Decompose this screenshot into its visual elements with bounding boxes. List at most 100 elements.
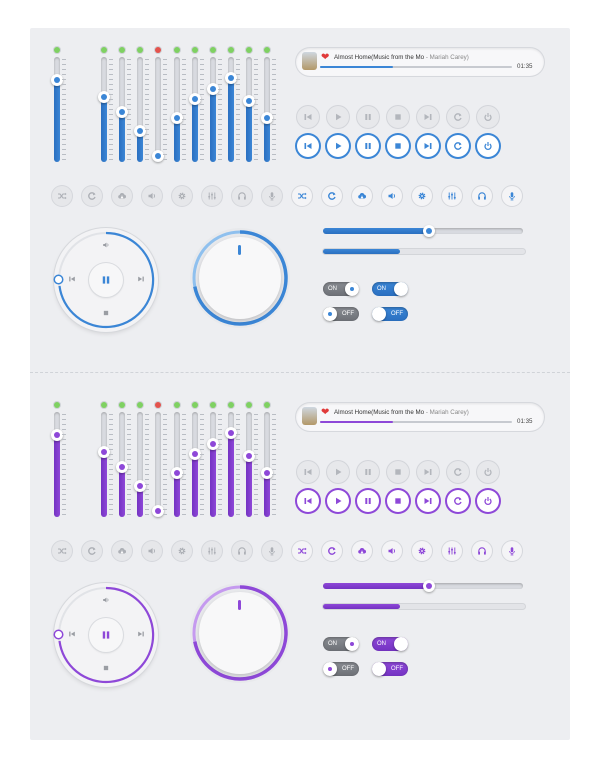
cloud-button[interactable] bbox=[112, 186, 132, 206]
cloud-button[interactable] bbox=[352, 186, 372, 206]
repeat-button[interactable] bbox=[447, 461, 469, 483]
gear-button[interactable] bbox=[412, 541, 432, 561]
eq-band-slider[interactable] bbox=[134, 47, 149, 172]
eq-band-slider[interactable] bbox=[189, 47, 204, 172]
toggle-on-accent[interactable]: ON bbox=[372, 282, 408, 296]
previous-icon[interactable] bbox=[68, 630, 76, 638]
slider-handle[interactable] bbox=[171, 111, 183, 124]
eq-band-slider[interactable] bbox=[225, 47, 240, 172]
repeat-button[interactable] bbox=[322, 186, 342, 206]
headphones-button[interactable] bbox=[472, 541, 492, 561]
control-wheel[interactable] bbox=[54, 583, 158, 687]
playback-progress[interactable] bbox=[320, 66, 512, 68]
slider-handle[interactable] bbox=[98, 445, 110, 458]
slider-handle[interactable] bbox=[152, 149, 164, 162]
microphone-button[interactable] bbox=[262, 541, 282, 561]
pause-button[interactable] bbox=[357, 461, 379, 483]
seek-slider[interactable] bbox=[323, 225, 523, 237]
equalizer-button[interactable] bbox=[442, 186, 462, 206]
toggle-off-neutral[interactable]: OFF bbox=[323, 307, 359, 321]
eq-band-slider[interactable] bbox=[171, 47, 186, 172]
volume-button[interactable] bbox=[382, 186, 402, 206]
stop-button[interactable] bbox=[387, 490, 409, 512]
eq-band-slider[interactable] bbox=[98, 47, 113, 172]
playback-progress[interactable] bbox=[320, 421, 512, 423]
eq-band-slider[interactable] bbox=[152, 402, 167, 527]
volume-knob[interactable] bbox=[190, 228, 290, 328]
repeat-button[interactable] bbox=[82, 186, 102, 206]
shuffle-button[interactable] bbox=[52, 541, 72, 561]
slider-handle[interactable] bbox=[116, 460, 128, 473]
eq-band-slider[interactable] bbox=[243, 47, 258, 172]
repeat-button[interactable] bbox=[447, 135, 469, 157]
shuffle-button[interactable] bbox=[292, 541, 312, 561]
eq-band-slider[interactable] bbox=[207, 402, 222, 527]
equalizer-button[interactable] bbox=[202, 541, 222, 561]
cloud-button[interactable] bbox=[112, 541, 132, 561]
toggle-off-neutral[interactable]: OFF bbox=[323, 662, 359, 676]
gear-button[interactable] bbox=[172, 186, 192, 206]
gear-button[interactable] bbox=[412, 186, 432, 206]
eq-band-slider[interactable] bbox=[98, 402, 113, 527]
wheel-position-handle[interactable] bbox=[55, 276, 62, 283]
slider-handle[interactable] bbox=[207, 82, 219, 95]
slider-handle[interactable] bbox=[134, 479, 146, 492]
shuffle-button[interactable] bbox=[52, 186, 72, 206]
slider-handle[interactable] bbox=[243, 450, 255, 463]
eq-band-slider[interactable] bbox=[243, 402, 258, 527]
play-button[interactable] bbox=[327, 135, 349, 157]
wheel-center-button[interactable] bbox=[89, 263, 123, 297]
master-volume-slider[interactable] bbox=[51, 47, 66, 172]
stop-icon[interactable] bbox=[102, 664, 110, 672]
shuffle-button[interactable] bbox=[292, 186, 312, 206]
next-button[interactable] bbox=[417, 461, 439, 483]
pause-button[interactable] bbox=[357, 106, 379, 128]
slider-handle[interactable] bbox=[51, 429, 63, 442]
slider-handle[interactable] bbox=[116, 105, 128, 118]
toggle-on-neutral[interactable]: ON bbox=[323, 282, 359, 296]
slider-handle[interactable] bbox=[152, 504, 164, 517]
toggle-on-neutral[interactable]: ON bbox=[323, 637, 359, 651]
play-button[interactable] bbox=[327, 461, 349, 483]
microphone-button[interactable] bbox=[502, 541, 522, 561]
slider-handle[interactable] bbox=[261, 466, 273, 479]
eq-band-slider[interactable] bbox=[171, 402, 186, 527]
eq-band-slider[interactable] bbox=[189, 402, 204, 527]
volume-knob[interactable] bbox=[190, 583, 290, 683]
heart-icon[interactable]: ❤ bbox=[321, 52, 330, 63]
repeat-button[interactable] bbox=[322, 541, 342, 561]
pause-button[interactable] bbox=[357, 490, 379, 512]
volume-button[interactable] bbox=[382, 541, 402, 561]
power-button[interactable] bbox=[477, 135, 499, 157]
volume-button[interactable] bbox=[142, 186, 162, 206]
seek-slider-handle[interactable] bbox=[423, 580, 435, 592]
power-button[interactable] bbox=[477, 106, 499, 128]
slider-handle[interactable] bbox=[171, 466, 183, 479]
master-volume-slider[interactable] bbox=[51, 402, 66, 527]
slider-handle[interactable] bbox=[243, 95, 255, 108]
slider-handle[interactable] bbox=[225, 427, 237, 439]
slider-handle[interactable] bbox=[98, 90, 110, 103]
repeat-button[interactable] bbox=[447, 490, 469, 512]
previous-button[interactable] bbox=[297, 135, 319, 157]
repeat-button[interactable] bbox=[447, 106, 469, 128]
slider-handle[interactable] bbox=[225, 72, 237, 84]
next-button[interactable] bbox=[417, 135, 439, 157]
next-icon[interactable] bbox=[137, 275, 145, 283]
microphone-button[interactable] bbox=[262, 186, 282, 206]
previous-button[interactable] bbox=[297, 106, 319, 128]
seek-slider-handle[interactable] bbox=[423, 225, 435, 237]
control-wheel[interactable] bbox=[54, 228, 158, 332]
equalizer-button[interactable] bbox=[442, 541, 462, 561]
pause-button[interactable] bbox=[357, 135, 379, 157]
toggle-off-accent[interactable]: OFF bbox=[372, 307, 408, 321]
volume-button[interactable] bbox=[142, 541, 162, 561]
slider-handle[interactable] bbox=[261, 111, 273, 124]
previous-button[interactable] bbox=[297, 461, 319, 483]
volume-icon[interactable] bbox=[102, 596, 110, 604]
stop-button[interactable] bbox=[387, 106, 409, 128]
play-button[interactable] bbox=[327, 106, 349, 128]
power-button[interactable] bbox=[477, 461, 499, 483]
eq-band-slider[interactable] bbox=[207, 47, 222, 172]
stop-button[interactable] bbox=[387, 135, 409, 157]
